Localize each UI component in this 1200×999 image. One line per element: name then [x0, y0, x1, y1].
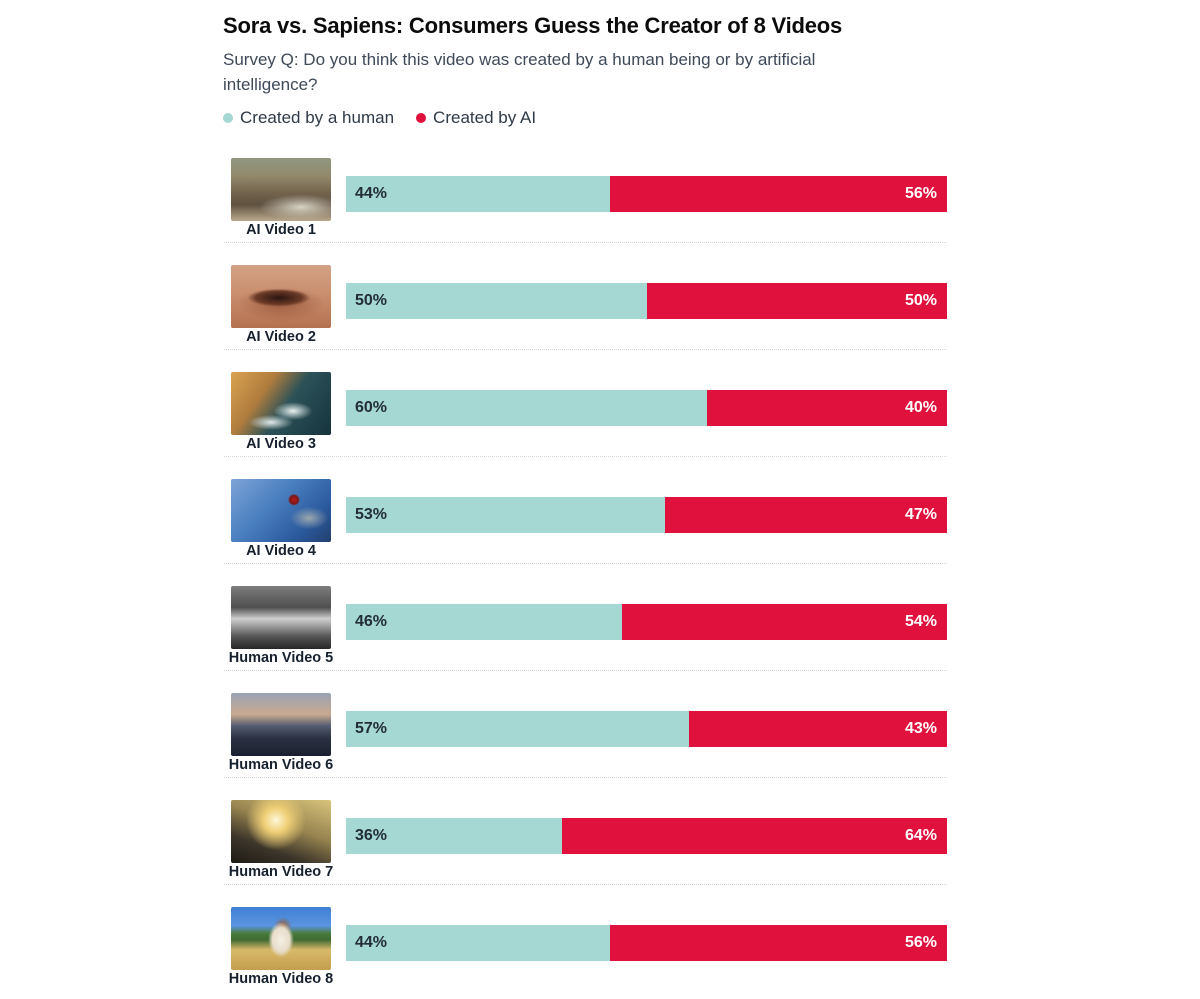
stacked-bar: 44% 56%: [346, 176, 947, 212]
stacked-bar: 46% 54%: [346, 604, 947, 640]
bar-row: AI Video 2 50% 50%: [223, 259, 947, 366]
ai-segment: 56%: [610, 176, 947, 212]
video-thumbnail: [231, 907, 331, 970]
chart-title: Sora vs. Sapiens: Consumers Guess the Cr…: [223, 13, 843, 38]
video-thumbnail: [231, 265, 331, 328]
chart-card: Sora vs. Sapiens: Consumers Guess the Cr…: [223, 0, 947, 999]
stacked-bar: 57% 43%: [346, 711, 947, 747]
ai-segment: 56%: [610, 925, 947, 961]
human-value-label: 60%: [355, 399, 388, 416]
video-thumbnail: [231, 800, 331, 863]
video-label: Human Video 8: [228, 971, 334, 987]
ai-value-label: 50%: [904, 292, 937, 309]
human-segment: 46%: [346, 604, 623, 640]
ai-segment: 40%: [706, 390, 947, 426]
video-label: AI Video 2: [246, 329, 316, 345]
human-value-label: 44%: [355, 934, 388, 951]
bar-row: AI Video 4 53% 47%: [223, 473, 947, 580]
human-value-label: 53%: [355, 506, 388, 523]
row-divider: [224, 563, 947, 564]
stacked-bar: 60% 40%: [346, 390, 947, 426]
legend-item-ai: Created by AI: [416, 108, 536, 128]
human-segment: 53%: [346, 497, 665, 533]
human-segment: 60%: [346, 390, 707, 426]
ai-value-label: 43%: [904, 720, 937, 737]
video-label: Human Video 5: [228, 650, 334, 666]
human-segment: 36%: [346, 818, 563, 854]
ai-value-label: 47%: [904, 506, 937, 523]
human-value-label: 36%: [355, 827, 388, 844]
legend-item-human: Created by a human: [223, 108, 394, 128]
human-segment: 44%: [346, 925, 611, 961]
legend-ai-dot-icon: [416, 113, 427, 123]
stacked-bar: 44% 56%: [346, 925, 947, 961]
bar-chart: AI Video 1 44% 56% AI Video 2 50% 50% AI…: [223, 152, 947, 999]
video-label: AI Video 3: [246, 436, 316, 452]
human-value-label: 46%: [355, 613, 388, 630]
bar-row: Human Video 7 36% 64%: [223, 794, 947, 901]
human-segment: 44%: [346, 176, 611, 212]
bar-row: Human Video 6 57% 43%: [223, 687, 947, 794]
bar-row: Human Video 5 46% 54%: [223, 580, 947, 687]
video-thumbnail: [231, 586, 331, 649]
human-value-label: 44%: [355, 185, 388, 202]
bar-row: AI Video 3 60% 40%: [223, 366, 947, 473]
bar-row: Human Video 8 44% 56%: [223, 901, 947, 999]
human-segment: 50%: [346, 283, 647, 319]
video-label: AI Video 4: [246, 543, 316, 559]
human-value-label: 50%: [355, 292, 388, 309]
legend: Created by a human Created by AI: [223, 108, 536, 128]
video-label: Human Video 6: [228, 757, 334, 773]
ai-value-label: 40%: [904, 399, 937, 416]
video-thumbnail: [231, 158, 331, 221]
bar-row: AI Video 1 44% 56%: [223, 152, 947, 259]
stacked-bar: 53% 47%: [346, 497, 947, 533]
ai-segment: 54%: [622, 604, 947, 640]
ai-value-label: 56%: [904, 185, 937, 202]
ai-segment: 47%: [664, 497, 947, 533]
human-value-label: 57%: [355, 720, 388, 737]
ai-segment: 64%: [562, 818, 947, 854]
video-label: Human Video 7: [228, 864, 334, 880]
legend-ai-label: Created by AI: [433, 108, 537, 127]
row-divider: [224, 456, 947, 457]
ai-value-label: 54%: [904, 613, 937, 630]
legend-human-label: Created by a human: [240, 108, 395, 127]
video-label: AI Video 1: [246, 222, 316, 238]
row-divider: [224, 777, 947, 778]
video-thumbnail: [231, 479, 331, 542]
human-segment: 57%: [346, 711, 689, 747]
row-divider: [224, 670, 947, 671]
row-divider: [224, 349, 947, 350]
ai-segment: 50%: [646, 283, 947, 319]
ai-value-label: 56%: [904, 934, 937, 951]
ai-value-label: 64%: [904, 827, 937, 844]
chart-subtitle: Survey Q: Do you think this video was cr…: [223, 50, 816, 94]
row-divider: [224, 242, 947, 243]
video-thumbnail: [231, 693, 331, 756]
row-divider: [224, 884, 947, 885]
legend-human-dot-icon: [223, 113, 233, 123]
stacked-bar: 50% 50%: [346, 283, 947, 319]
ai-segment: 43%: [688, 711, 947, 747]
stacked-bar: 36% 64%: [346, 818, 947, 854]
video-thumbnail: [231, 372, 331, 435]
